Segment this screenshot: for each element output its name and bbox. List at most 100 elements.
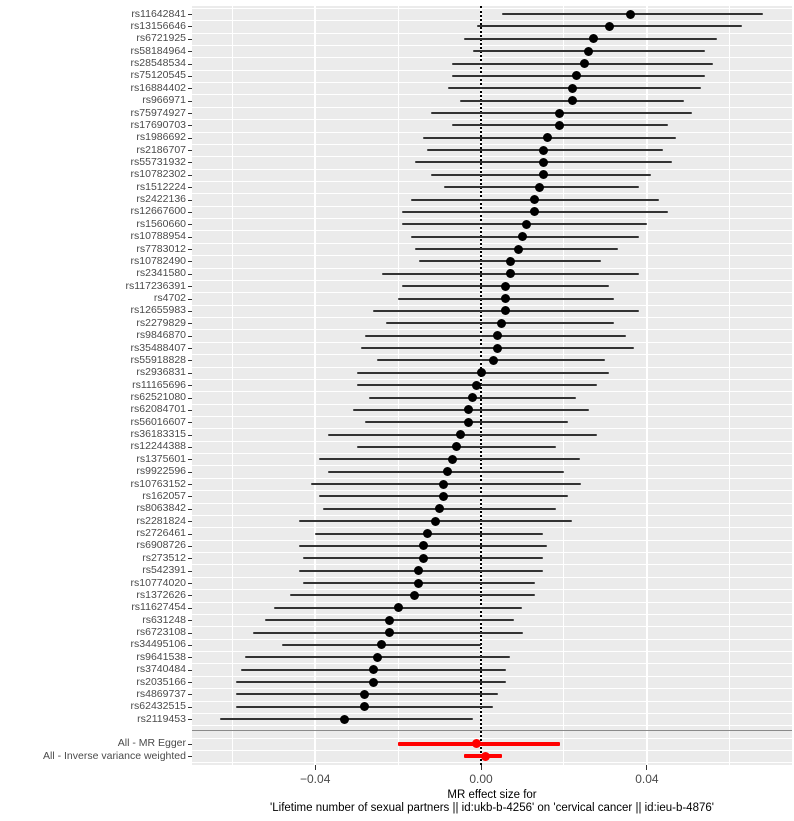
y-axis-tick (188, 533, 192, 535)
row-separator (192, 576, 792, 578)
y-axis-tick (188, 187, 192, 189)
y-axis-label: rs10782490 (130, 254, 186, 267)
snp-point (605, 21, 615, 31)
row-separator (192, 613, 792, 615)
snp-point (410, 590, 420, 600)
snp-point (455, 430, 465, 440)
snp-point (567, 96, 577, 106)
plot-panel (192, 6, 792, 765)
y-axis-tick (188, 694, 192, 696)
y-axis-label: rs1372626 (136, 588, 186, 601)
y-axis-tick (188, 484, 192, 486)
y-axis-tick (188, 298, 192, 300)
row-separator (192, 725, 792, 727)
y-axis-label: rs6908726 (136, 539, 186, 552)
row-separator (192, 82, 792, 84)
y-axis-label: rs12655983 (130, 304, 186, 317)
y-axis-label: rs17690703 (130, 118, 186, 131)
snp-point (530, 195, 540, 204)
y-axis-label: rs2119453 (137, 712, 186, 725)
snp-point (542, 133, 552, 143)
row-separator (192, 651, 792, 653)
row-separator (192, 279, 792, 281)
x-axis-tick-label: 0.00 (469, 772, 493, 786)
snp-point (493, 331, 503, 341)
y-axis-label: rs631248 (142, 613, 186, 626)
row-separator (192, 378, 792, 380)
snp-point (555, 108, 565, 118)
row-separator (192, 688, 792, 690)
y-axis-label: rs6723108 (136, 626, 186, 638)
snp-point (439, 479, 449, 489)
y-axis-tick (188, 174, 192, 176)
y-axis-label: rs28548534 (130, 57, 186, 69)
snp-point (464, 405, 474, 415)
y-axis-tick (188, 14, 192, 15)
y-axis-tick (188, 397, 192, 399)
y-axis-tick (188, 113, 192, 114)
y-axis-tick (188, 63, 192, 65)
row-separator (192, 403, 792, 405)
y-axis-tick (188, 335, 192, 337)
y-axis-label: rs1375601 (136, 452, 186, 465)
snp-point (368, 665, 378, 675)
row-separator (192, 502, 792, 504)
row-separator (192, 341, 792, 343)
y-axis-tick (188, 273, 192, 275)
y-axis-label: rs6721925 (136, 32, 186, 45)
y-axis-tick (188, 236, 192, 238)
snp-point (501, 281, 511, 291)
y-axis-tick (188, 348, 192, 349)
row-separator (192, 94, 792, 96)
snp-point (414, 578, 424, 588)
row-separator (192, 737, 792, 739)
snp-point (625, 9, 635, 19)
y-axis-tick (188, 137, 192, 139)
snp-point (538, 157, 548, 167)
y-axis-label: rs273512 (142, 551, 186, 564)
snp-point (513, 244, 523, 254)
y-axis-label: rs10782302 (130, 168, 186, 181)
y-axis-tick (188, 125, 192, 127)
snp-point (468, 393, 478, 402)
x-axis-tick (646, 765, 648, 770)
y-axis-label: rs10788954 (130, 230, 186, 243)
snp-point (430, 516, 440, 526)
y-axis-tick (188, 471, 192, 473)
y-axis-label: rs34495106 (130, 638, 186, 651)
x-axis-tick (480, 765, 482, 770)
summary-divider-line (192, 730, 792, 731)
summary-point (480, 751, 490, 761)
y-axis-label: rs966971 (142, 94, 186, 107)
y-axis-label: rs75974927 (130, 106, 186, 119)
snp-point (372, 652, 382, 662)
y-axis-label: All - MR Egger (117, 737, 186, 750)
snp-point (505, 269, 515, 279)
y-axis-label: rs4869737 (136, 687, 186, 700)
y-axis-tick (188, 434, 192, 436)
row-separator (192, 242, 792, 244)
y-axis-label: rs4702 (153, 292, 186, 304)
x-axis-title-line1: MR effect size for (447, 789, 537, 801)
y-axis-tick (188, 38, 192, 40)
y-axis-label: rs7783012 (136, 242, 186, 255)
snp-point (538, 145, 548, 155)
row-separator (192, 193, 792, 195)
row-separator (192, 69, 792, 71)
snp-point (522, 219, 532, 229)
y-axis-tick (188, 644, 192, 646)
y-axis-tick (188, 583, 192, 584)
row-separator (192, 552, 792, 554)
y-axis-label: rs58184964 (130, 44, 186, 57)
snp-point (418, 541, 428, 551)
y-axis-tick (188, 360, 192, 362)
row-separator (192, 304, 792, 306)
snp-point (571, 71, 581, 81)
y-axis-tick (188, 620, 192, 622)
y-axis-tick (188, 669, 192, 671)
row-separator (192, 638, 792, 640)
y-axis-label: rs62084701 (130, 403, 186, 416)
row-separator (192, 180, 792, 182)
summary-point (472, 739, 482, 749)
row-separator (192, 119, 792, 121)
